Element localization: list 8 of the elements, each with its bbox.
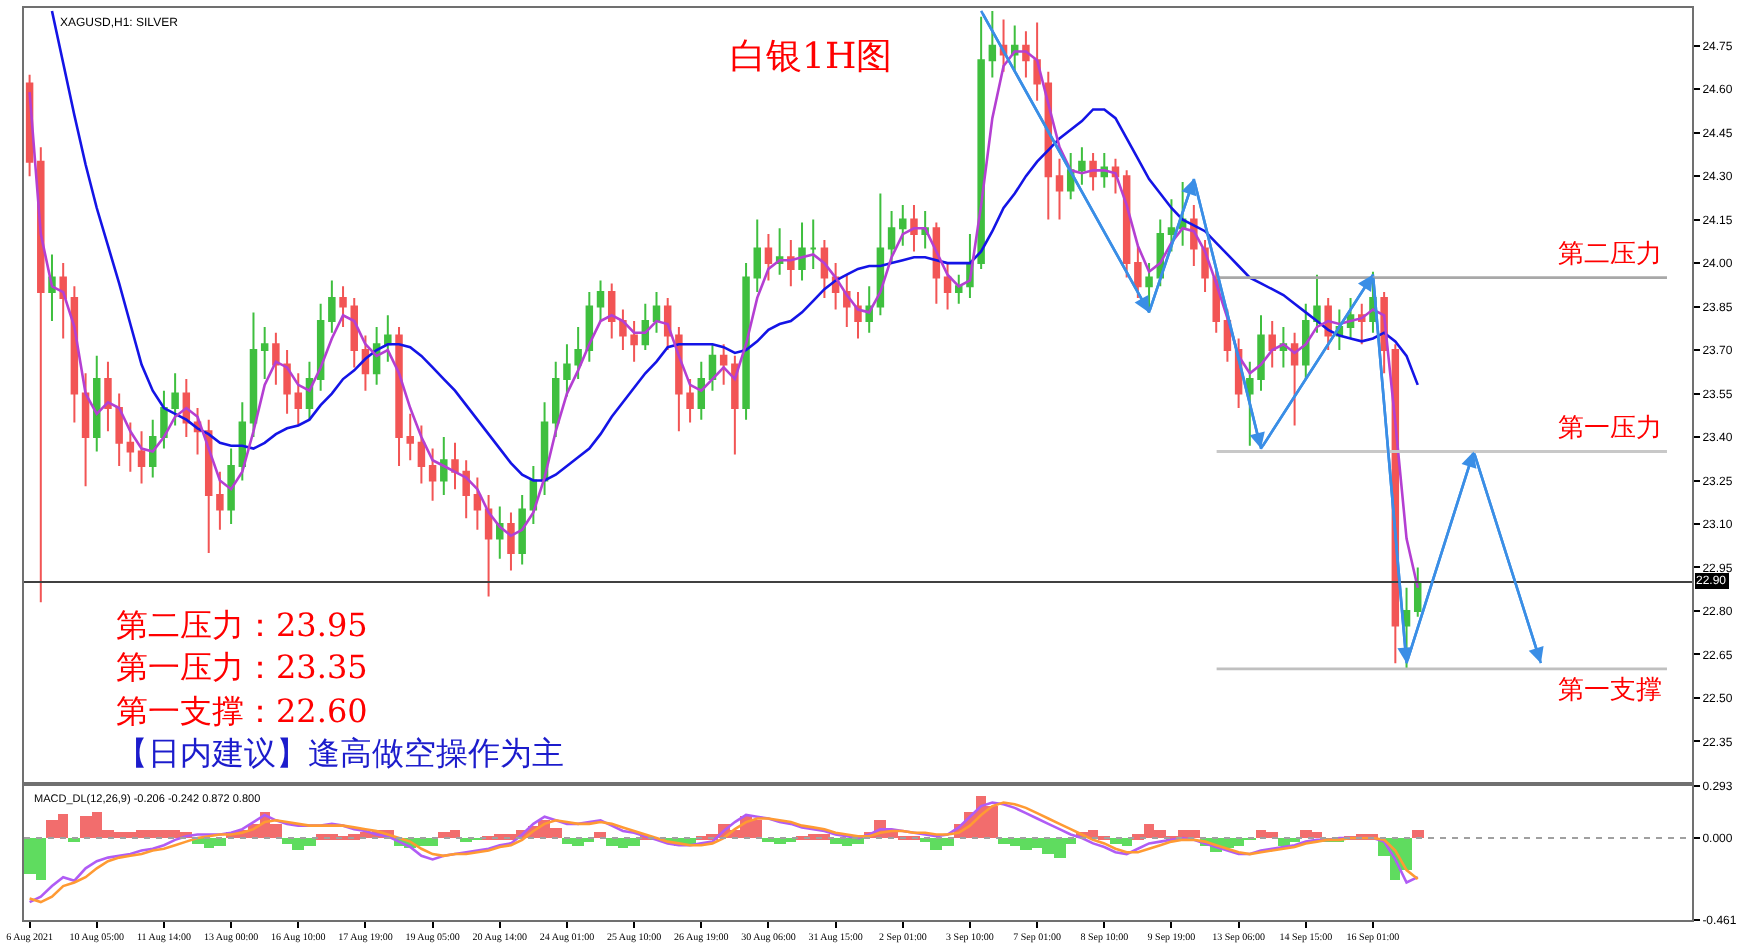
annotation: 第二压力：23.95 — [116, 606, 368, 644]
annotation: 第一支撑：22.60 — [116, 692, 368, 730]
text: 白银1H图 — [730, 36, 893, 78]
annotation: 【日内建议】逢高做空操作为主 — [116, 734, 564, 772]
annotation: 第一压力：23.35 — [116, 648, 368, 686]
ref-line-label: 第一压力 — [1558, 414, 1662, 444]
ref-line-label: 第一支撑 — [1558, 676, 1662, 706]
ref-line-label: 第二压力 — [1558, 240, 1662, 270]
